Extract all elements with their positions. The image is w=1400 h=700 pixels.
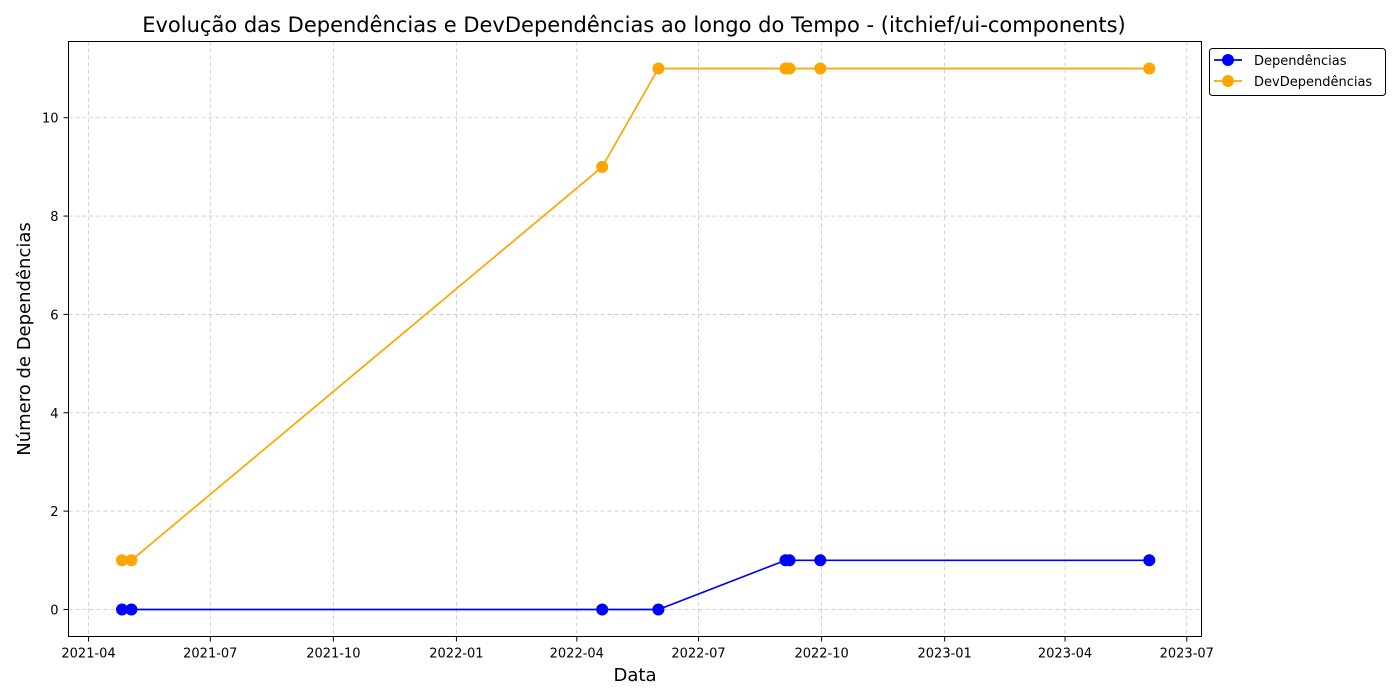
x-tick-label: 2022-07 bbox=[671, 647, 725, 662]
x-tick-label: 2021-10 bbox=[306, 647, 360, 662]
data-point-s0-0 bbox=[116, 603, 128, 616]
data-point-s1-1 bbox=[125, 554, 138, 567]
legend-box bbox=[1209, 48, 1386, 96]
x-axis-ticks: 2021-04 2021-07 2021-10 2022-01 2022-04 2022-… bbox=[61, 636, 1214, 662]
y-tick-label: 8 bbox=[50, 210, 58, 225]
data-point-s1-5 bbox=[783, 62, 796, 75]
y-tick-label: 2 bbox=[50, 505, 58, 520]
data-point-s0-3 bbox=[652, 603, 665, 616]
x-tick-label: 2023-04 bbox=[1038, 647, 1092, 662]
x-tick-label: 2022-04 bbox=[550, 647, 604, 662]
plot-series bbox=[116, 62, 1156, 616]
data-point-s1-7 bbox=[1143, 62, 1156, 75]
data-point-s0-1 bbox=[125, 603, 138, 616]
y-tick-label: 0 bbox=[50, 603, 58, 618]
x-tick-label: 2021-07 bbox=[183, 647, 237, 662]
data-point-s1-3 bbox=[652, 62, 665, 75]
x-tick-label: 2022-10 bbox=[794, 647, 848, 662]
legend-marker-dependencias bbox=[1222, 54, 1234, 66]
legend-marker-devdependencias bbox=[1222, 75, 1234, 87]
legend-label-dependencias: Dependências bbox=[1254, 54, 1347, 69]
data-point-s1-0 bbox=[116, 554, 128, 567]
data-point-s0-2 bbox=[596, 603, 609, 616]
y-axis-ticks: 0 2 4 6 8 10 bbox=[42, 112, 69, 618]
data-point-s1-2 bbox=[596, 160, 609, 173]
x-tick-label: 2022-01 bbox=[429, 647, 483, 662]
data-point-s0-6 bbox=[814, 554, 827, 567]
grid bbox=[68, 41, 1202, 637]
x-tick-label: 2023-07 bbox=[1160, 647, 1214, 662]
y-tick-label: 4 bbox=[50, 407, 58, 422]
series-line-0 bbox=[122, 559, 1150, 611]
legend-label-devdependencias: DevDependências bbox=[1254, 75, 1372, 90]
y-axis-label: Número de Dependências bbox=[14, 222, 35, 456]
data-point-s0-7 bbox=[1143, 554, 1156, 567]
y-tick-label: 6 bbox=[50, 308, 58, 323]
plot-frame bbox=[68, 41, 1202, 637]
x-axis-label: Data bbox=[614, 665, 657, 686]
y-tick-label: 10 bbox=[42, 112, 59, 127]
data-point-s0-5 bbox=[783, 554, 796, 567]
legend: Dependências DevDependências bbox=[1209, 48, 1386, 96]
data-point-s1-6 bbox=[814, 62, 827, 75]
x-tick-label: 2023-01 bbox=[918, 647, 972, 662]
chart-title: Evolução das Dependências e DevDependênc… bbox=[142, 13, 1126, 37]
x-tick-label: 2021-04 bbox=[61, 647, 115, 662]
